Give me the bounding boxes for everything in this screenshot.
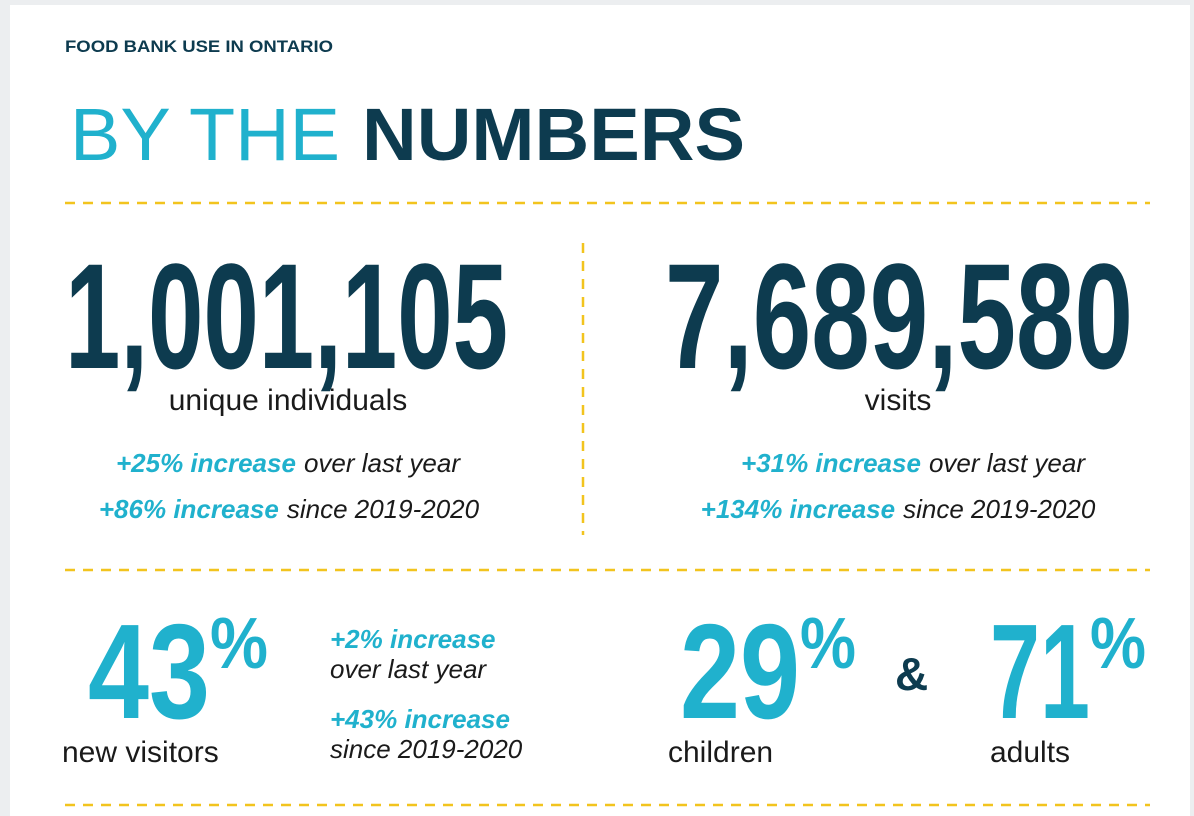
stat-number: 29 bbox=[680, 596, 800, 747]
change: +86% increase since 2019-2020 bbox=[99, 494, 480, 524]
change-text: over last year bbox=[330, 654, 487, 684]
stat-number: 1,001,105 bbox=[65, 232, 508, 400]
stat-number: 43 bbox=[88, 596, 210, 747]
change: +31% increase over last year bbox=[741, 448, 1086, 478]
stat-number: 71 bbox=[990, 596, 1090, 747]
stat-unit: % bbox=[800, 604, 856, 684]
change: +25% increase over last year bbox=[116, 448, 461, 478]
stat-label: adults bbox=[990, 736, 1070, 769]
joiner: & bbox=[895, 648, 928, 700]
change-text: over last year bbox=[929, 448, 1086, 478]
stat-label: new visitors bbox=[62, 736, 219, 769]
change-highlight: +31% increase bbox=[741, 448, 921, 478]
change: +134% increase since 2019-2020 bbox=[701, 494, 1096, 524]
change-text: over last year bbox=[304, 448, 461, 478]
change-highlight: +86% increase bbox=[99, 494, 279, 524]
change-text: since 2019-2020 bbox=[287, 494, 480, 524]
change-highlight: +134% increase bbox=[701, 494, 895, 524]
change-highlight: +2% increase bbox=[330, 624, 496, 654]
title-bold: NUMBERS bbox=[362, 93, 745, 176]
stat-number: 7,689,580 bbox=[665, 232, 1133, 400]
kicker: FOOD BANK USE IN ONTARIO bbox=[65, 37, 333, 56]
card bbox=[10, 5, 1190, 816]
title-light: BY THE bbox=[70, 93, 340, 176]
stat-label: visits bbox=[865, 384, 932, 417]
stat-label: unique individuals bbox=[169, 384, 408, 417]
change-highlight: +25% increase bbox=[116, 448, 296, 478]
stat-unit: % bbox=[1090, 604, 1146, 684]
change-highlight: +43% increase bbox=[330, 704, 510, 734]
change-text: since 2019-2020 bbox=[903, 494, 1096, 524]
change-text: since 2019-2020 bbox=[330, 734, 523, 764]
stat-unit: % bbox=[210, 604, 268, 684]
stat-label: children bbox=[668, 736, 773, 769]
